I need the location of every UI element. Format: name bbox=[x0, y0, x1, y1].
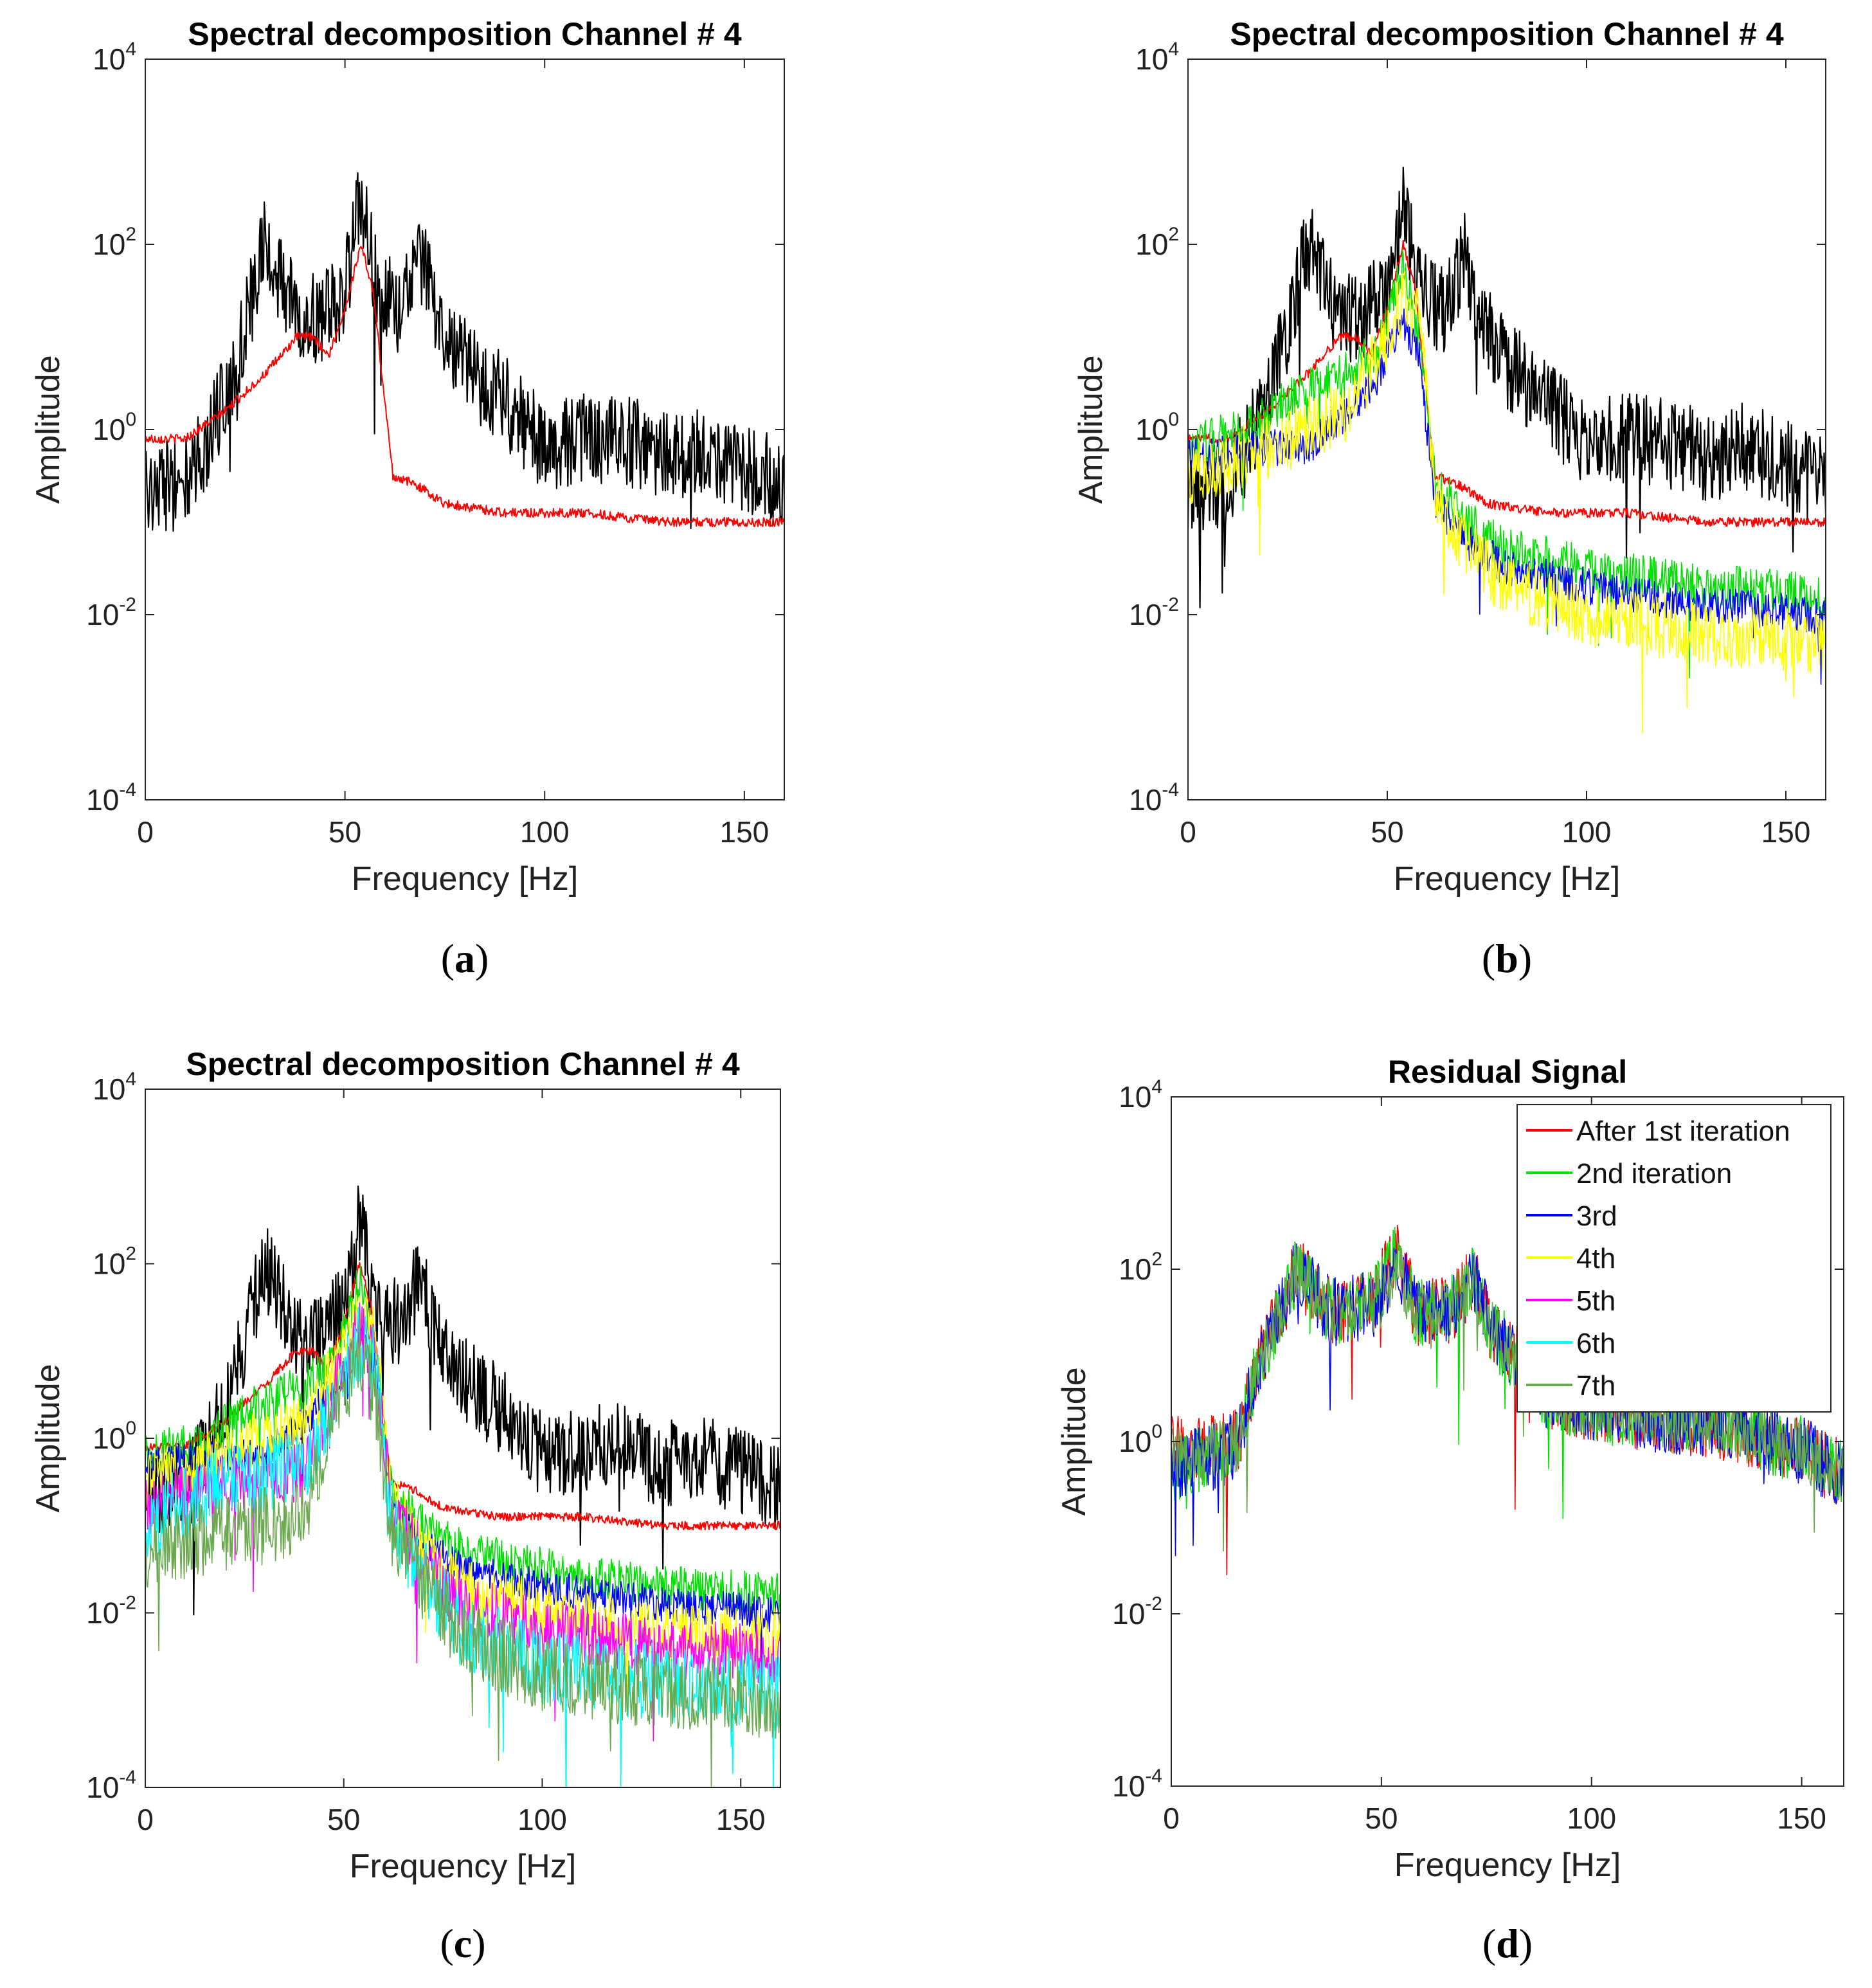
panel-b: 0 50 100 150 10-4 10-2 100 102 104 Spectral decom… bbox=[1072, 16, 1826, 981]
series-group bbox=[145, 1185, 780, 1787]
series-line-after-1st-iteration bbox=[145, 1261, 780, 1531]
x-tick-label: 150 bbox=[1761, 815, 1811, 849]
y-tick-label: 10-2 bbox=[1112, 1593, 1162, 1631]
x-tick-label: 100 bbox=[1567, 1802, 1616, 1835]
chart-title: Spectral decomposition Channel # 4 bbox=[1230, 16, 1783, 52]
y-axis-label: Amplitude bbox=[1072, 355, 1110, 503]
series-line-7th bbox=[1171, 1243, 1844, 1551]
series-line-channel-4-spectrum bbox=[145, 1185, 780, 1616]
x-axis-label: Frequency [Hz] bbox=[1394, 1847, 1621, 1884]
panel-caption: (d) bbox=[1482, 1920, 1533, 1966]
x-tick-label: 0 bbox=[137, 1803, 154, 1836]
x-tick-label: 50 bbox=[1371, 815, 1403, 849]
x-tick-label: 150 bbox=[716, 1803, 766, 1836]
chart-title: Spectral decomposition Channel # 4 bbox=[188, 16, 741, 52]
x-tick-label: 0 bbox=[137, 815, 154, 849]
chart-title: Spectral decomposition Channel # 4 bbox=[186, 1046, 739, 1082]
x-tick-label: 0 bbox=[1180, 815, 1196, 849]
series-line-2nd-iteration bbox=[1188, 249, 1826, 678]
y-tick-label: 10-2 bbox=[1129, 594, 1179, 631]
x-axis-label: Frequency [Hz] bbox=[352, 860, 579, 898]
panel-c: 0 50 100 150 10-4 10-2 100 102 104 Spectral decom… bbox=[30, 1046, 781, 1966]
x-axis-label: Frequency [Hz] bbox=[350, 1848, 577, 1885]
y-tick-label: 104 bbox=[93, 1069, 136, 1106]
y-axis-label: Amplitude bbox=[30, 355, 67, 503]
y-axis-label: Amplitude bbox=[30, 1364, 67, 1512]
y-tick-label: 100 bbox=[93, 409, 136, 446]
y-tick-label: 104 bbox=[1135, 39, 1179, 76]
series-line-7th bbox=[145, 1324, 780, 1787]
y-tick-label: 10-2 bbox=[86, 594, 136, 631]
y-tick-label: 102 bbox=[93, 1243, 136, 1281]
series-line-4th bbox=[145, 1295, 780, 1708]
legend-entry: 3rd bbox=[1576, 1200, 1617, 1232]
y-tick-label: 102 bbox=[1119, 1249, 1162, 1286]
legend-entry: After 1st iteration bbox=[1576, 1116, 1790, 1147]
series-line-channel-4-spectrum bbox=[145, 172, 784, 532]
legend-entry: 5th bbox=[1576, 1285, 1616, 1317]
panel-caption: (b) bbox=[1482, 935, 1532, 981]
y-tick-label: 100 bbox=[1119, 1421, 1162, 1458]
y-tick-label: 10-2 bbox=[86, 1593, 136, 1630]
series-group bbox=[145, 172, 784, 532]
plot-area bbox=[1188, 59, 1826, 800]
x-tick-label: 0 bbox=[1163, 1802, 1180, 1835]
legend-entry: 7th bbox=[1576, 1370, 1616, 1402]
y-tick-label: 10-4 bbox=[1129, 779, 1179, 817]
y-axis-label: Amplitude bbox=[1056, 1367, 1093, 1515]
y-tick-label: 100 bbox=[1135, 409, 1179, 446]
series-line-2nd-iteration bbox=[145, 1265, 780, 1618]
series-line-after-1st-iteration bbox=[145, 246, 784, 528]
legend: After 1st iteration 2nd iteration 3rd 4th 5t… bbox=[1516, 1104, 1832, 1413]
y-tick-label: 10-4 bbox=[1112, 1766, 1162, 1803]
y-tick-label: 104 bbox=[1119, 1076, 1162, 1114]
legend-entry: 2nd iteration bbox=[1576, 1158, 1732, 1189]
y-tick-label: 102 bbox=[93, 224, 136, 261]
series-group bbox=[1188, 167, 1826, 734]
panel-a: 0 50 100 150 10-4 10-2 100 102 104 Spectral decom… bbox=[30, 16, 785, 981]
x-tick-label: 100 bbox=[1562, 815, 1612, 849]
x-tick-label: 100 bbox=[520, 815, 570, 849]
x-tick-label: 150 bbox=[1777, 1802, 1826, 1835]
x-axis-label: Frequency [Hz] bbox=[1394, 860, 1621, 898]
x-tick-label: 50 bbox=[1365, 1802, 1398, 1835]
y-tick-label: 10-4 bbox=[86, 779, 136, 817]
series-line-4th bbox=[1188, 270, 1826, 734]
y-tick-label: 10-4 bbox=[86, 1767, 136, 1804]
legend-entry: 6th bbox=[1576, 1328, 1616, 1359]
plot-area bbox=[145, 59, 784, 800]
y-tick-label: 100 bbox=[93, 1418, 136, 1455]
x-tick-label: 50 bbox=[328, 815, 361, 849]
y-tick-label: 102 bbox=[1135, 224, 1179, 261]
chart-title: Residual Signal bbox=[1388, 1054, 1627, 1090]
panel-caption: (a) bbox=[441, 935, 489, 981]
series-group bbox=[1171, 1225, 1844, 1576]
series-line-channel-4-spectrum bbox=[1188, 167, 1826, 609]
legend-entry: 4th bbox=[1576, 1243, 1616, 1274]
x-tick-label: 150 bbox=[720, 815, 770, 849]
y-tick-label: 104 bbox=[93, 39, 136, 76]
panel-d: 0 50 100 150 10-4 10-2 100 102 104 Residual Signa… bbox=[1056, 1054, 1844, 1966]
x-tick-label: 50 bbox=[327, 1803, 360, 1836]
x-tick-label: 100 bbox=[518, 1803, 567, 1836]
panel-caption: (c) bbox=[440, 1920, 485, 1966]
